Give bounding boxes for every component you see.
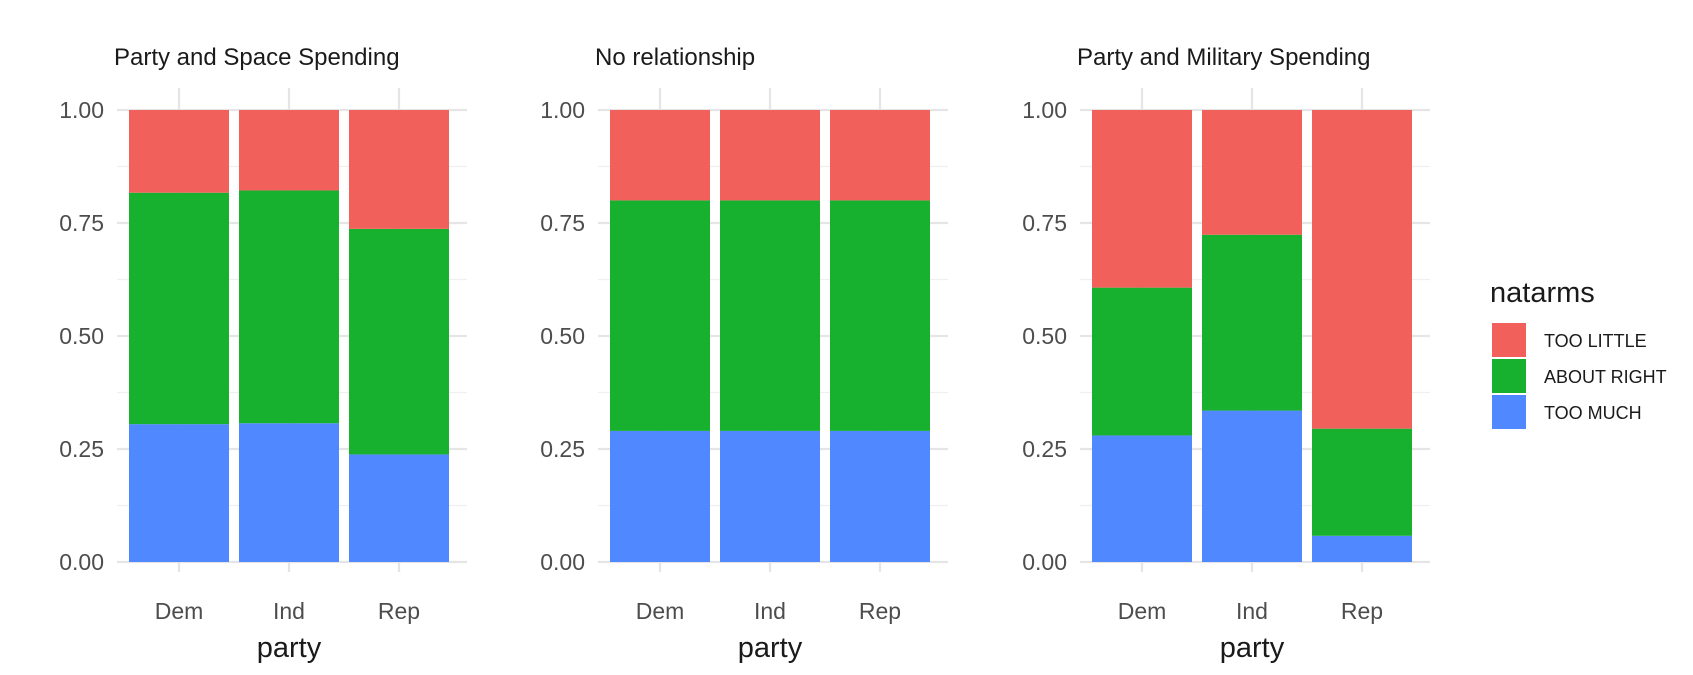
legend-swatch xyxy=(1492,323,1526,357)
bar-segment-ind-too-much xyxy=(239,423,339,562)
bar-segment-rep-too-much xyxy=(349,454,449,562)
x-tick-label: Rep xyxy=(1341,598,1383,624)
y-tick-label: 0.50 xyxy=(59,323,104,349)
legend: natarms TOO LITTLE ABOUT RIGHT TOO MUCH xyxy=(1490,277,1667,429)
bar-segment-ind-too-little xyxy=(239,110,339,191)
legend-title: natarms xyxy=(1490,277,1595,309)
x-axis-title: party xyxy=(257,632,322,664)
bar-segment-dem-about-right xyxy=(129,192,229,425)
y-tick-label: 0.50 xyxy=(1022,323,1067,349)
bar-segment-ind-about-right xyxy=(1202,234,1302,411)
bar-segment-rep-too-little xyxy=(1312,110,1412,429)
bar-segment-ind-about-right xyxy=(239,190,339,424)
bar-segment-dem-too-much xyxy=(610,430,710,562)
x-axis-title: party xyxy=(738,632,803,664)
bar-segment-dem-too-much xyxy=(129,424,229,562)
bar-segment-dem-about-right xyxy=(1092,287,1192,436)
y-tick-label: 0.00 xyxy=(59,549,104,575)
x-tick-label: Ind xyxy=(754,598,786,624)
bar-segment-ind-too-much xyxy=(720,430,820,562)
y-tick-label: 1.00 xyxy=(59,97,104,123)
y-tick-label: 0.25 xyxy=(540,436,585,462)
bar-segment-ind-too-much xyxy=(1202,410,1302,562)
bar-segment-rep-too-little xyxy=(349,110,449,229)
y-tick-label: 0.00 xyxy=(540,549,585,575)
y-tick-label: 0.25 xyxy=(59,436,104,462)
bar-segment-rep-about-right xyxy=(1312,428,1412,536)
bar-segment-dem-too-little xyxy=(610,110,710,201)
legend-swatch xyxy=(1492,359,1526,393)
bar-segment-rep-too-little xyxy=(830,110,930,201)
x-tick-label: Dem xyxy=(1118,598,1167,624)
bar-segment-dem-too-little xyxy=(129,110,229,193)
x-axis-title: party xyxy=(1220,632,1285,664)
y-tick-label: 0.25 xyxy=(1022,436,1067,462)
panel-title: Party and Military Spending xyxy=(1077,44,1370,71)
legend-label: TOO LITTLE xyxy=(1544,331,1647,351)
y-tick-label: 0.50 xyxy=(540,323,585,349)
y-tick-label: 1.00 xyxy=(540,97,585,123)
bar-segment-dem-too-much xyxy=(1092,435,1192,562)
bar-segment-ind-too-little xyxy=(1202,110,1302,235)
y-tick-label: 1.00 xyxy=(1022,97,1067,123)
bar-segment-rep-about-right xyxy=(830,200,930,431)
y-tick-label: 0.75 xyxy=(1022,210,1067,236)
panel-2: 0.00 0.25 0.50 0.75 1.00 Dem Ind Rep No relation… xyxy=(540,44,948,664)
bar-segment-dem-about-right xyxy=(610,200,710,431)
x-tick-label: Dem xyxy=(636,598,685,624)
panel-title: Party and Space Spending xyxy=(114,44,400,71)
bar-segment-ind-too-little xyxy=(720,110,820,201)
legend-label: TOO MUCH xyxy=(1544,403,1642,423)
bar-segment-rep-too-much xyxy=(1312,535,1412,562)
legend-swatch xyxy=(1492,395,1526,429)
legend-label: ABOUT RIGHT xyxy=(1544,367,1667,387)
bar-segment-dem-too-little xyxy=(1092,110,1192,288)
y-tick-label: 0.75 xyxy=(540,210,585,236)
y-tick-label: 0.00 xyxy=(1022,549,1067,575)
panel-1: 0.00 0.25 0.50 0.75 1.00 Dem Ind Rep Party and S… xyxy=(59,44,467,664)
bar-segment-rep-about-right xyxy=(349,228,449,455)
x-tick-label: Dem xyxy=(155,598,204,624)
x-tick-label: Ind xyxy=(1236,598,1268,624)
x-tick-label: Rep xyxy=(859,598,901,624)
panels: 0.00 0.25 0.50 0.75 1.00 Dem Ind Rep Party and S… xyxy=(59,44,1430,664)
bar-segment-ind-about-right xyxy=(720,200,820,431)
bar-segment-rep-too-much xyxy=(830,430,930,562)
panel-3: 0.00 0.25 0.50 0.75 1.00 Dem Ind Rep Party and M… xyxy=(1022,44,1430,664)
x-tick-label: Ind xyxy=(273,598,305,624)
y-tick-label: 0.75 xyxy=(59,210,104,236)
x-tick-label: Rep xyxy=(378,598,420,624)
panel-title: No relationship xyxy=(595,44,755,71)
